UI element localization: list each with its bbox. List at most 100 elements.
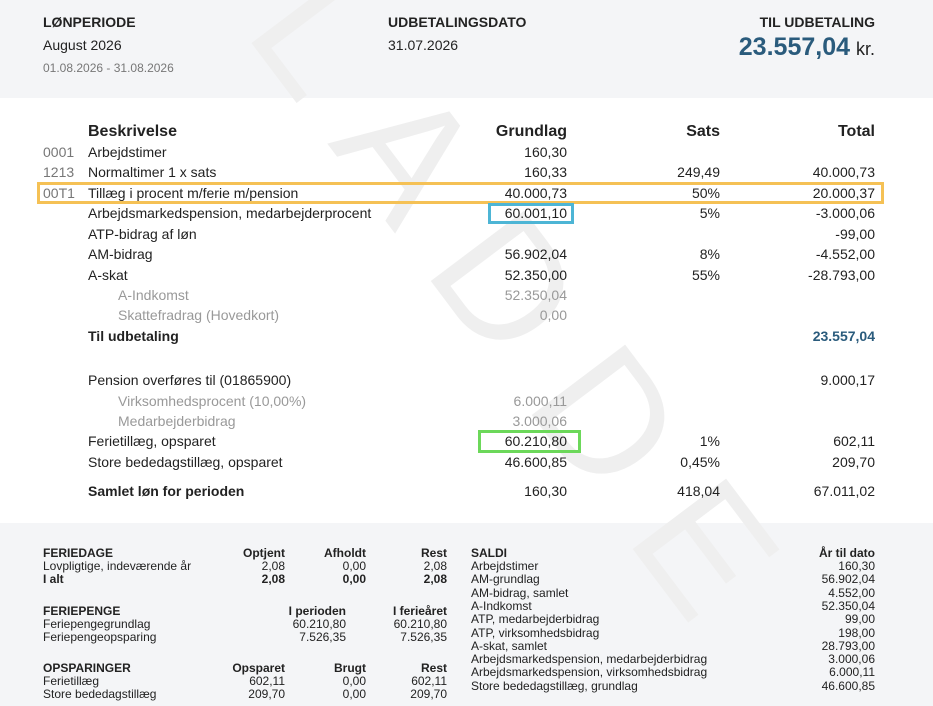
highlight-row xyxy=(37,182,884,204)
rate: 50% xyxy=(691,185,720,201)
basis: 40.000,73 xyxy=(504,185,567,201)
total: 67.011,02 xyxy=(813,483,875,499)
section-title: FERIEPENGE xyxy=(43,604,121,618)
basis: 160,30 xyxy=(524,144,567,160)
amount: 23.557,04 xyxy=(738,32,850,61)
column-header: Grundlag xyxy=(495,122,567,140)
row-value: 7.526,35 xyxy=(299,630,346,644)
row-label: Ferietillæg xyxy=(43,674,100,688)
footer-background xyxy=(0,523,933,706)
row-value: 2,08 xyxy=(423,572,447,586)
code: 1213 xyxy=(43,164,75,180)
row-value: 602,11 xyxy=(411,674,447,688)
column-header: År til dato xyxy=(819,546,875,560)
basis: 0,00 xyxy=(539,307,567,323)
label: LØNPERIODE xyxy=(43,14,136,30)
basis: 160,30 xyxy=(524,483,567,499)
value: 01.08.2026 - 31.08.2026 xyxy=(43,61,174,75)
row-value: 0,00 xyxy=(342,687,366,701)
row-label: Feriepengeopsparing xyxy=(43,630,157,644)
description: Arbejdstimer xyxy=(88,144,167,160)
highlight-cell xyxy=(488,203,574,224)
rate: 55% xyxy=(691,267,720,283)
section-title: FERIEDAGE xyxy=(43,546,114,560)
row-value: 160,30 xyxy=(838,559,875,573)
row-value: 6.000,11 xyxy=(829,665,875,680)
total: -4.552,00 xyxy=(815,246,875,262)
total: 23.557,04 xyxy=(812,328,875,344)
total: 9.000,17 xyxy=(820,372,876,388)
description: Normaltimer 1 x sats xyxy=(88,164,217,180)
column-header: Rest xyxy=(420,546,447,560)
description: Til udbetaling xyxy=(88,328,179,344)
description: Pension overføres til (01865900) xyxy=(88,372,292,388)
description: Samlet løn for perioden xyxy=(88,483,245,499)
total: -28.793,00 xyxy=(808,267,875,283)
description: Skattefradrag (Hovedkort) xyxy=(118,307,280,323)
row-label: Arbejdstimer xyxy=(471,559,539,573)
row-label: A-Indkomst xyxy=(471,598,532,613)
row-value: 602,11 xyxy=(249,674,285,688)
value: 31.07.2026 xyxy=(388,37,459,53)
description: A-Indkomst xyxy=(118,287,189,303)
column-header: Rest xyxy=(420,661,447,675)
basis: 160,33 xyxy=(524,164,567,180)
basis: 3.000,06 xyxy=(512,413,568,429)
code: 0001 xyxy=(43,144,75,160)
column-header: Total xyxy=(837,122,875,140)
row-label: A-skat, samlet xyxy=(471,638,548,653)
row-value: 4.552,00 xyxy=(828,585,875,600)
rate: 8% xyxy=(699,246,720,262)
row-label: ATP, virksomhedsbidrag xyxy=(471,625,600,640)
description: Tillæg i procent m/ferie m/pension xyxy=(88,185,299,201)
row-label: Arbejdsmarkedspension, virksomhedsbidrag xyxy=(471,665,708,680)
section-title: OPSPARINGER xyxy=(43,661,131,675)
description: Ferietillæg, opsparet xyxy=(88,433,216,449)
row-value: 60.210,80 xyxy=(292,617,346,631)
total: 20.000,37 xyxy=(812,185,875,201)
row-label: Arbejdsmarkedspension, medarbejderbidrag xyxy=(471,652,708,667)
total: 40.000,73 xyxy=(812,164,875,180)
total: -3.000,06 xyxy=(815,205,875,221)
row-value: 2,08 xyxy=(261,572,285,586)
column-header: Afholdt xyxy=(324,546,366,560)
rate: 418,04 xyxy=(677,483,720,499)
basis: 46.600,85 xyxy=(504,454,567,470)
description: Virksomhedsprocent (10,00%) xyxy=(118,393,307,409)
total: 602,11 xyxy=(833,433,875,449)
row-label: AM-bidrag, samlet xyxy=(471,585,569,600)
description: Arbejdsmarkedspension, medarbejderprocen… xyxy=(88,205,372,221)
value: August 2026 xyxy=(43,37,122,53)
column-header: I ferieåret xyxy=(392,604,447,618)
rate: 1% xyxy=(699,433,720,449)
row-value: 0,00 xyxy=(342,559,366,573)
column-header: Optjent xyxy=(243,546,285,560)
basis: 60.001,10 xyxy=(504,205,567,221)
total: -99,00 xyxy=(835,226,875,242)
row-label: ATP, medarbejderbidrag xyxy=(471,612,600,627)
description: ATP-bidrag af løn xyxy=(88,226,197,242)
highlight-cell xyxy=(478,430,581,453)
row-value: 28.793,00 xyxy=(821,638,875,653)
label: TIL UDBETALING xyxy=(759,14,875,30)
row-value: 0,00 xyxy=(342,674,366,688)
column-header: I perioden xyxy=(288,604,346,618)
description: A-skat xyxy=(88,267,128,283)
row-value: 2,08 xyxy=(261,559,285,573)
row-label: Lovpligtige, indeværende år xyxy=(43,559,192,573)
header-background xyxy=(0,0,933,98)
label: UDBETALINGSDATO xyxy=(388,14,527,30)
row-value: 198,00 xyxy=(838,625,875,640)
row-label: AM-grundlag xyxy=(471,572,540,587)
row-value: 3.000,06 xyxy=(828,652,875,667)
row-value: 52.350,04 xyxy=(821,598,875,613)
section-title: SALDI xyxy=(471,546,507,560)
basis: 52.350,00 xyxy=(504,267,567,283)
row-label: Feriepengegrundlag xyxy=(43,617,151,631)
code: 00T1 xyxy=(43,185,75,201)
unit: kr. xyxy=(855,38,875,59)
rate: 0,45% xyxy=(680,454,720,470)
column-header: Sats xyxy=(686,122,720,140)
row-value: 209,70 xyxy=(410,687,447,701)
